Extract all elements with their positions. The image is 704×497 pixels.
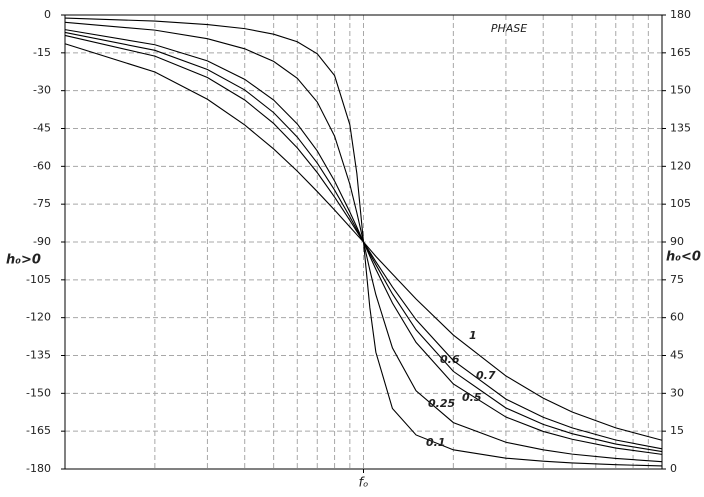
y2-tick-label: 15: [670, 424, 684, 437]
y-tick-label: -15: [33, 46, 51, 59]
y-tick-label: -135: [26, 349, 51, 362]
y-tick-label: -75: [33, 197, 51, 210]
y2-tick-label: 180: [670, 8, 691, 21]
y2-tick-label: 105: [670, 197, 691, 210]
y-tick-label: -180: [26, 462, 51, 475]
y2-tick-label: 60: [670, 311, 684, 324]
plot-frame: [64, 14, 663, 470]
chart-title: PHASE: [491, 22, 527, 35]
y2-axis-label: h₀<0: [666, 250, 701, 265]
y2-tick-label: 90: [670, 235, 684, 248]
y2-tick-label: 0: [670, 462, 677, 475]
y-tick-label: -120: [26, 311, 51, 324]
series-label: 0.1: [426, 436, 446, 449]
y2-tick-label: 135: [670, 122, 691, 135]
series-label: 1: [469, 329, 477, 342]
y2-tick-label: 30: [670, 386, 684, 399]
series-label: 0.5: [462, 391, 482, 404]
series-label: 0.25: [428, 397, 455, 410]
y-tick-label: -90: [33, 235, 51, 248]
y2-tick-label: 120: [670, 159, 691, 172]
y2-tick-label: 45: [670, 349, 684, 362]
y-tick-label: 0: [44, 8, 51, 21]
y-axis-label: h₀>0: [6, 253, 41, 268]
y2-tick-label: 150: [670, 84, 691, 97]
y-tick-label: -45: [33, 122, 51, 135]
series-label: 0.6: [440, 353, 460, 366]
y-tick-label: -60: [33, 159, 51, 172]
y-tick-label: -150: [26, 386, 51, 399]
y2-tick-label: 165: [670, 46, 691, 59]
series-line: [64, 43, 663, 441]
y-tick-label: -105: [26, 273, 51, 286]
x-tick-label: fₒ: [359, 476, 369, 491]
y-tick-label: -30: [33, 84, 51, 97]
y2-tick-label: 75: [670, 273, 684, 286]
y-tick-label: -165: [26, 424, 51, 437]
series-label: 0.7: [476, 369, 496, 382]
